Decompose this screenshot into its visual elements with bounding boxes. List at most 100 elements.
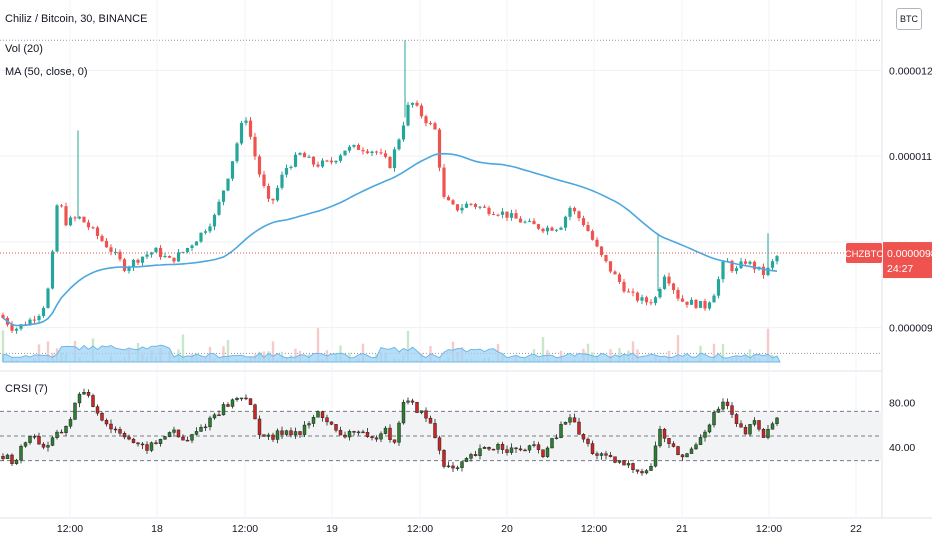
candle-body [235,143,239,162]
ma-legend[interactable]: MA (50, close, 0) [5,66,88,78]
crsi-candle [379,433,383,440]
candle-body [311,156,316,165]
crsi-candle [154,442,158,444]
crsi-candle [428,417,433,424]
candle-body [370,151,374,154]
candle-body [730,260,734,272]
candle-body [82,216,86,223]
candle-body [203,231,208,233]
crsi-candle [284,430,289,435]
candle-body [41,307,46,317]
volume-legend[interactable]: Vol (20) [5,43,43,55]
crsi-candle [644,470,649,474]
crsi-candle [289,430,293,436]
crsi-candle [496,444,500,450]
candle-body [631,291,635,293]
crsi-candle [406,400,410,403]
candle-body [10,324,14,331]
candle-body [487,207,491,215]
crsi-candle [703,431,707,438]
crsi-candle [149,442,154,451]
candle-body [221,190,226,202]
crsi-candle [226,404,230,407]
candle-body [190,245,194,248]
crsi-legend[interactable]: CRSI (7) [5,383,48,395]
crsi-candle [113,428,118,431]
currency-button[interactable]: BTC [896,8,922,30]
candle-body [320,160,325,167]
candle-body [671,283,676,291]
volume-bar [361,343,365,362]
volume-bar [609,349,612,362]
crsi-candle [455,467,460,469]
candle-body [703,301,707,309]
volume-series [1,328,781,363]
candle-body [712,295,716,303]
candle-body [28,319,32,326]
candle-body [257,156,262,175]
candle-body [253,136,257,157]
candle-body [667,276,671,284]
candle-body [118,251,122,260]
candle-body [766,267,770,275]
candle-body [586,225,590,232]
candle-body [433,123,437,130]
crsi-candle [37,436,41,445]
crsi-candle [608,455,613,457]
crsi-candle [77,393,82,404]
last-price-tag-bg [883,242,932,279]
crsi-candle [586,438,590,444]
price-tick-label: 0.00001200 [889,65,932,77]
crsi-candle [649,465,653,471]
crsi-candle [532,444,536,446]
crsi-candle [725,401,730,406]
volume-bar [1,330,5,362]
candle-body [469,203,473,205]
crsi-candle [388,427,392,441]
crsi-candle [640,471,644,474]
candle-body [482,206,487,208]
time-tick-label: 12:00 [581,523,607,535]
crsi-candle [163,436,167,440]
crsi-candle [176,429,181,438]
candle-body [32,319,37,321]
volume-bar [541,337,545,362]
candle-body [149,252,154,255]
candle-body [338,155,343,161]
candle-body [613,271,617,275]
volume-bar [636,349,639,362]
crsi-candle [631,463,635,470]
crsi-candle [235,397,239,400]
crsi-candle [59,431,64,434]
volume-bar [676,335,680,362]
crsi-candle [41,443,46,448]
candle-body [514,213,518,219]
candle-body [77,216,82,219]
candle-body [455,204,460,211]
candle-body [698,301,703,308]
price-tick-label: 0.00000900 [889,323,932,335]
crsi-candle [568,417,572,423]
volume-bar [226,340,230,362]
crsi-candle [275,430,280,440]
crsi-candle [635,469,640,472]
candle-body [442,167,446,197]
volume-bar [271,341,275,362]
crsi-candle [464,458,469,462]
candle-body [748,261,752,264]
price-tick-label: 0.00001100 [889,151,932,163]
crsi-candle [73,402,77,420]
crsi-candle [694,444,698,450]
axes: 0.00001200 0.00001100 0.00000900 80.00 40.00… [57,65,932,535]
symbol-tag: CHZBTC [845,249,884,260]
crsi-candle [334,424,338,431]
crsi-candle [527,445,532,451]
candle-body [676,290,680,299]
crsi-candle [743,427,748,435]
candle-body [19,324,23,329]
crsi-candle [473,454,478,456]
crsi-candle [757,420,761,430]
time-tick-label: 21 [676,523,688,535]
crsi-candle [491,448,496,451]
